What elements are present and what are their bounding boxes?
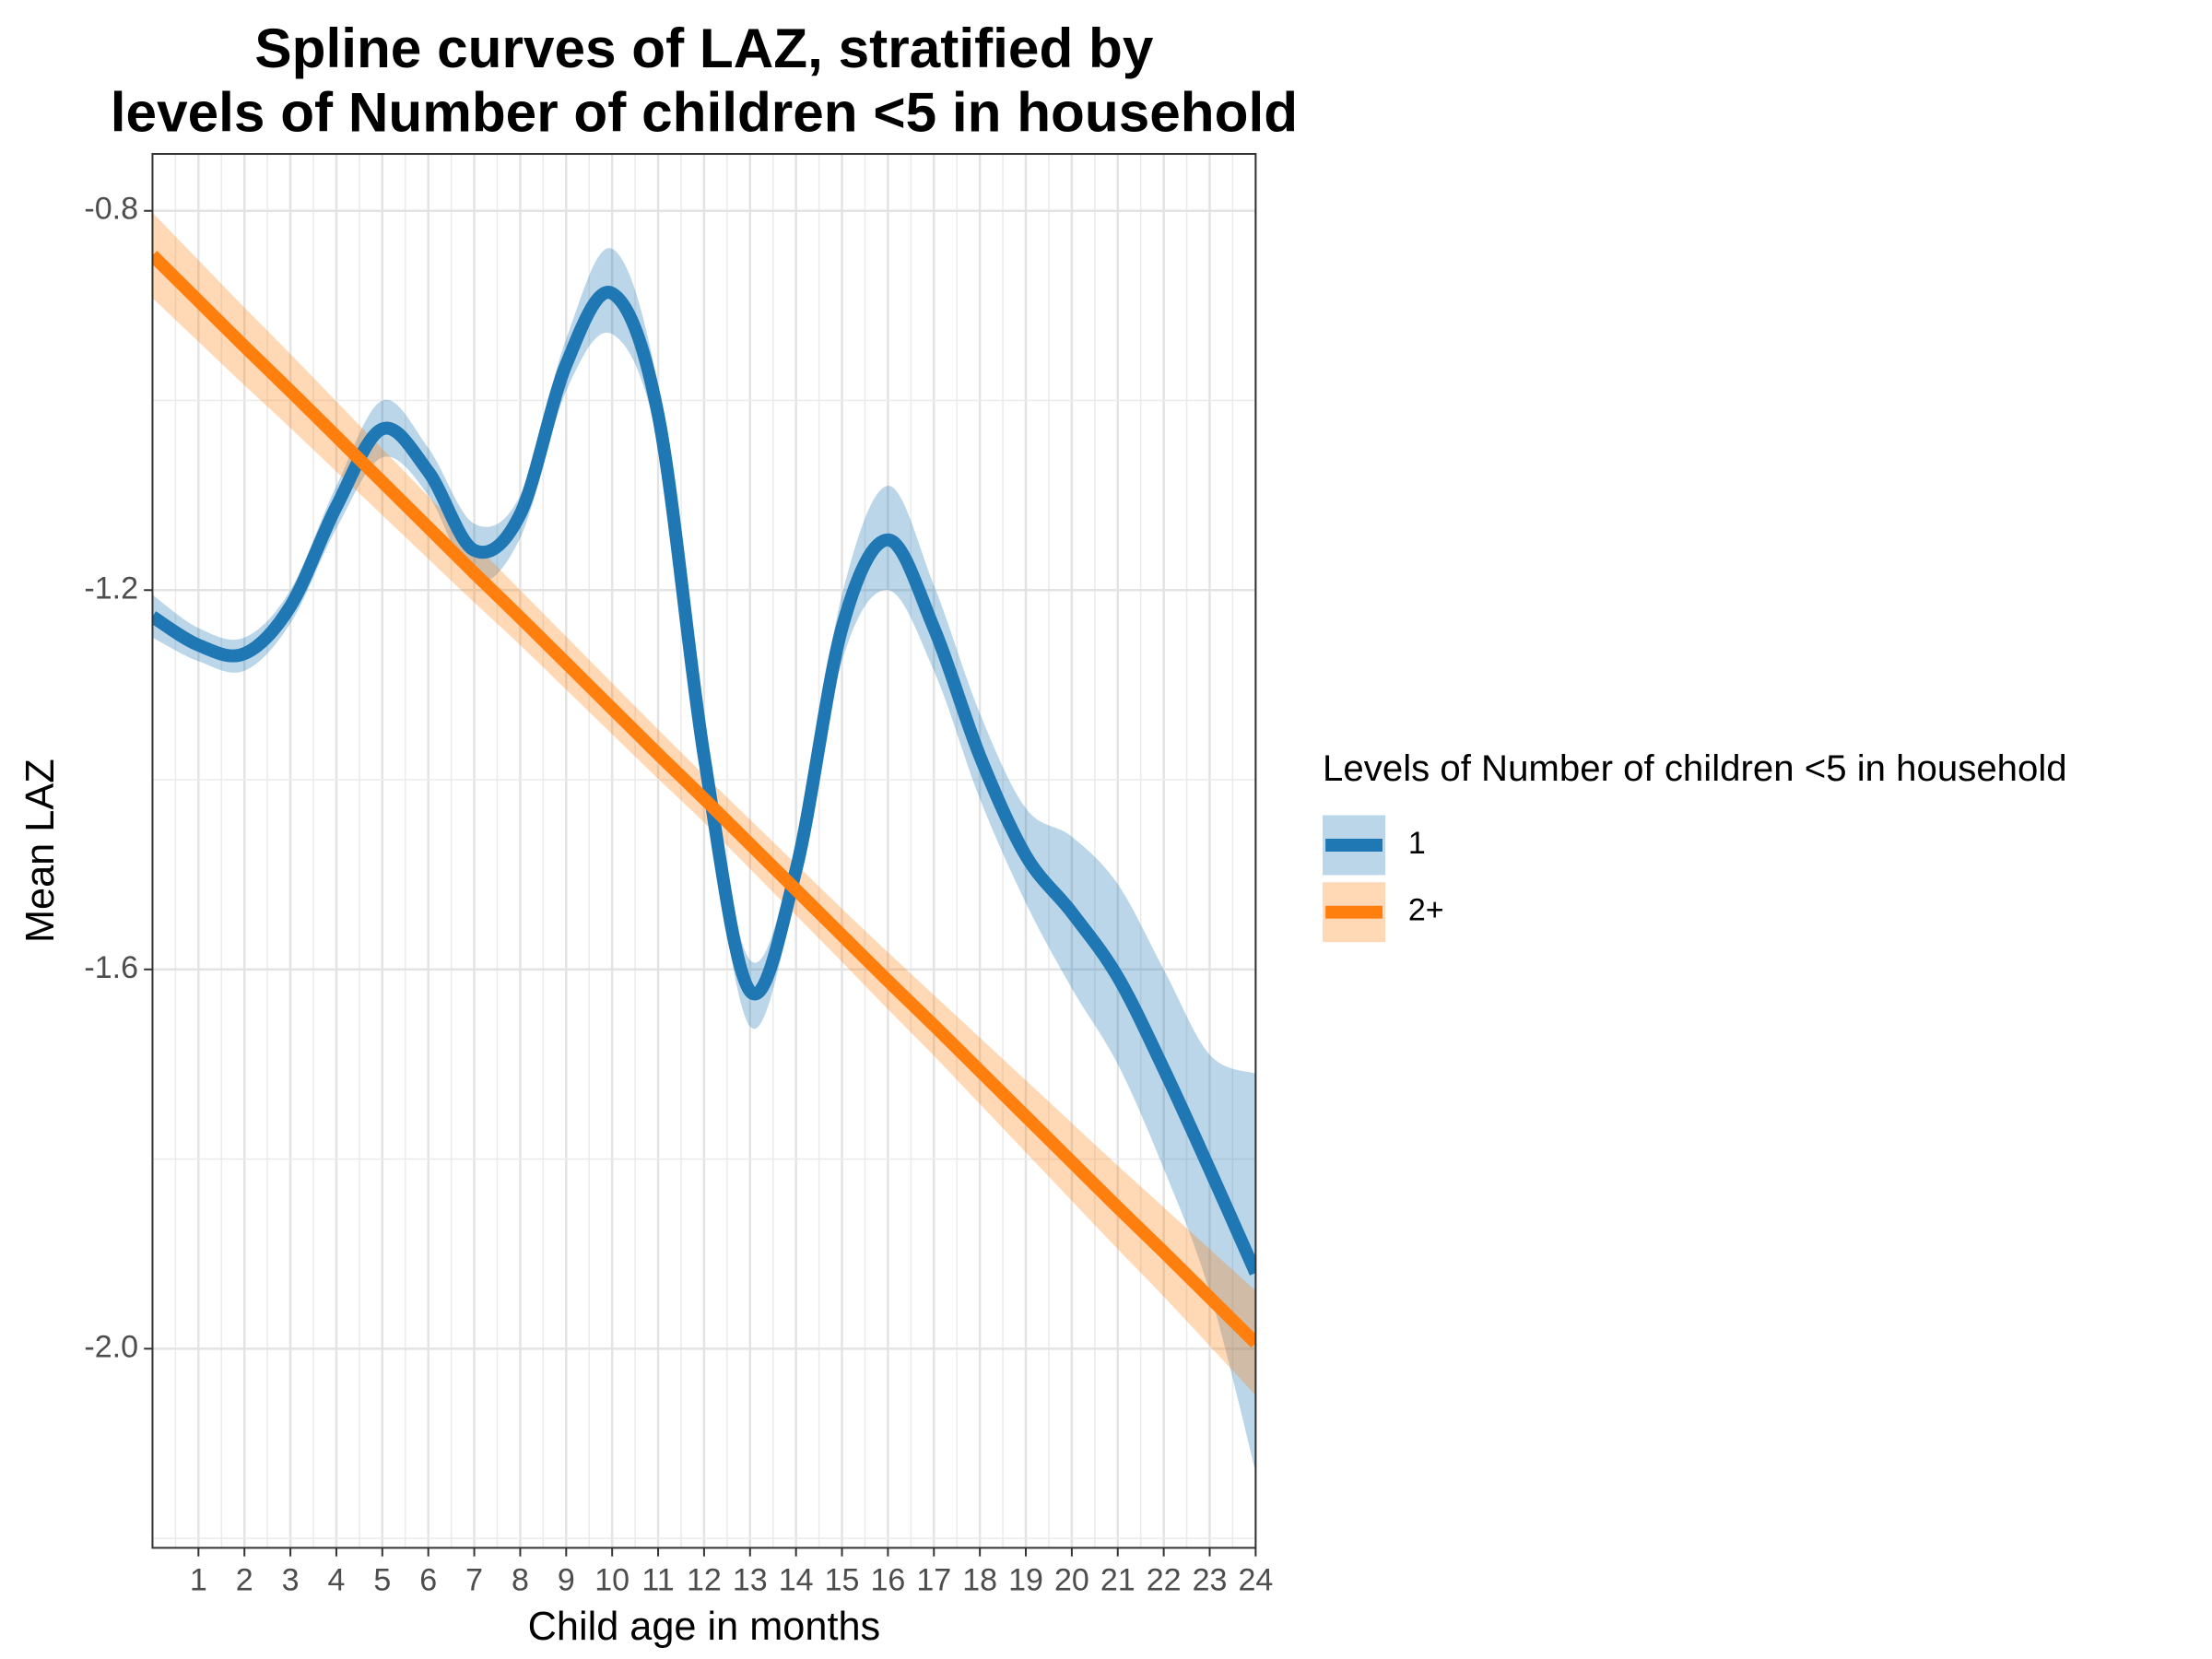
x-tick-label: 13 <box>733 1562 768 1597</box>
chart-title: Spline curves of LAZ, stratified by <box>254 17 1153 79</box>
y-tick-label: -0.8 <box>84 192 138 227</box>
x-tick-label: 21 <box>1100 1562 1135 1597</box>
x-tick-label: 1 <box>190 1562 207 1597</box>
x-tick-label: 17 <box>916 1562 951 1597</box>
x-tick-label: 7 <box>465 1562 483 1597</box>
x-tick-label: 12 <box>687 1562 722 1597</box>
x-tick-label: 14 <box>779 1562 814 1597</box>
x-tick-label: 18 <box>962 1562 997 1597</box>
x-tick-label: 15 <box>825 1562 860 1597</box>
x-tick-label: 8 <box>512 1562 529 1597</box>
x-tick-label: 23 <box>1193 1562 1228 1597</box>
axes: 1 2 3 4 5 6 7 8 9 10 11 12 13 14 15 16 17 18 19 20 21 22 23 24-… <box>84 192 1273 1598</box>
x-tick-label: 5 <box>373 1562 391 1597</box>
x-tick-label: 20 <box>1054 1562 1089 1597</box>
series-line <box>152 251 1256 1348</box>
x-axis-title: Child age in months <box>528 1605 881 1649</box>
chart-title: levels of Number of children <5 in house… <box>111 81 1298 144</box>
x-tick-label: 24 <box>1238 1562 1273 1597</box>
x-tick-label: 16 <box>870 1562 905 1597</box>
x-tick-label: 4 <box>327 1562 345 1597</box>
x-tick-label: 22 <box>1147 1562 1182 1597</box>
y-tick-label: -2.0 <box>84 1329 138 1364</box>
x-tick-label: 6 <box>419 1562 437 1597</box>
x-tick-label: 11 <box>641 1562 674 1597</box>
legend-label: 1 <box>1408 826 1426 861</box>
x-tick-label: 9 <box>558 1562 575 1597</box>
y-tick-label: -1.6 <box>84 950 138 985</box>
lines <box>152 251 1256 1348</box>
y-tick-label: -1.2 <box>84 571 138 606</box>
legend: Levels of Number of children <5 in house… <box>1323 747 2067 943</box>
x-tick-label: 10 <box>594 1562 629 1597</box>
legend-title: Levels of Number of children <5 in house… <box>1323 747 2067 789</box>
y-axis-title: Mean LAZ <box>18 759 63 943</box>
x-tick-label: 19 <box>1008 1562 1043 1597</box>
x-tick-label: 3 <box>282 1562 300 1597</box>
x-tick-label: 2 <box>236 1562 253 1597</box>
series-line <box>152 286 1256 1276</box>
legend-label: 2+ <box>1408 893 1444 928</box>
